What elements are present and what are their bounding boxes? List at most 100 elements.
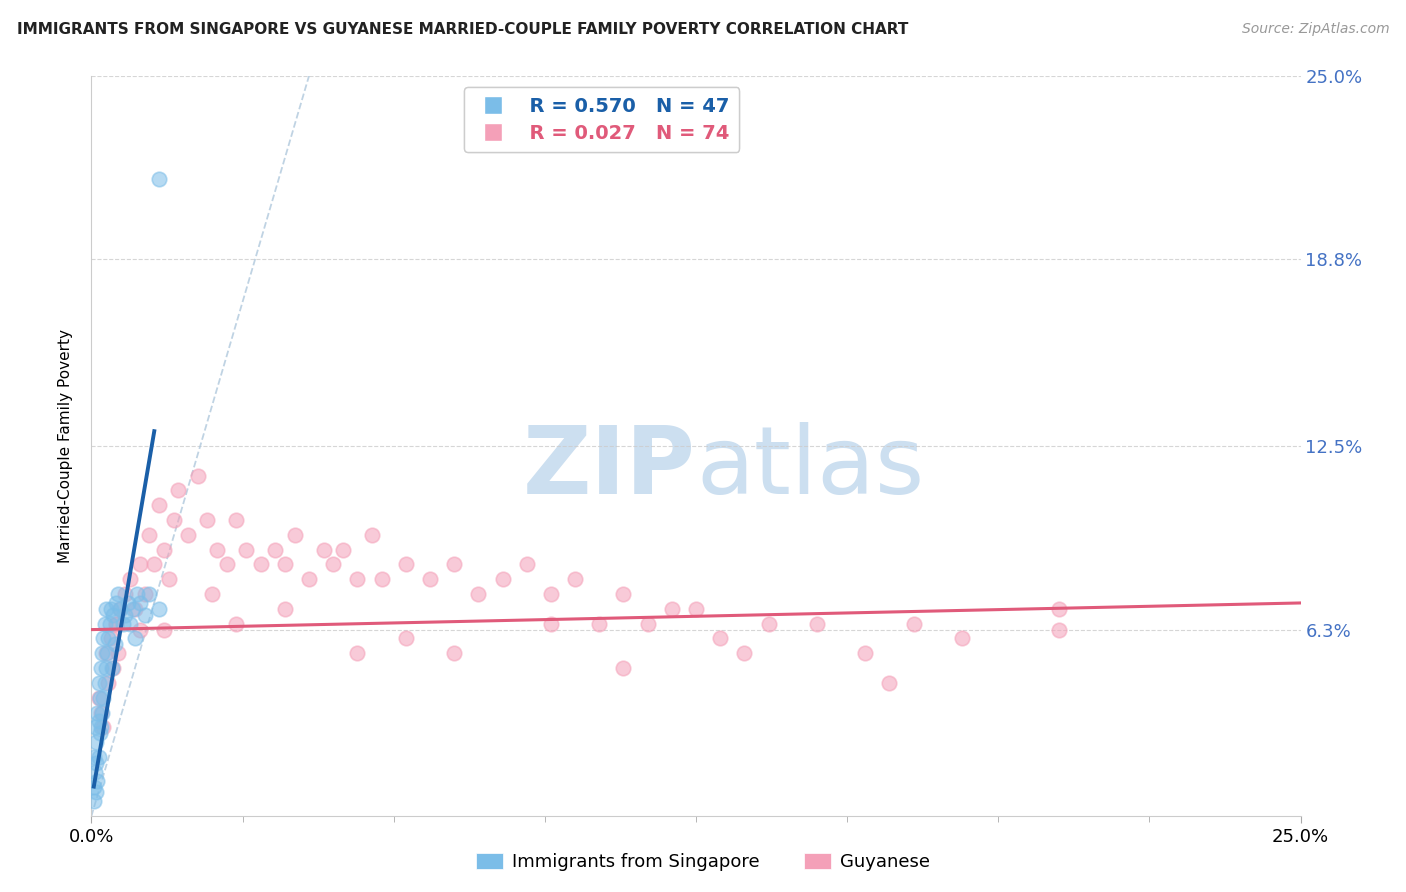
Point	[117, 596, 139, 610]
Point	[177, 528, 200, 542]
Legend: Immigrants from Singapore, Guyanese: Immigrants from Singapore, Guyanese	[468, 846, 938, 879]
Point	[111, 616, 134, 631]
Point	[516, 558, 538, 572]
Point	[201, 587, 224, 601]
Point	[143, 558, 166, 572]
Point	[419, 572, 441, 586]
Point	[138, 587, 160, 601]
Point	[86, 706, 108, 720]
Point	[101, 661, 124, 675]
Point	[443, 646, 465, 660]
Point	[107, 587, 129, 601]
Point	[274, 558, 297, 572]
Point	[370, 572, 392, 586]
Point	[361, 528, 384, 542]
Point	[84, 764, 107, 779]
Point	[104, 637, 127, 651]
Point	[84, 756, 107, 770]
Point	[93, 690, 115, 705]
Point	[249, 558, 271, 572]
Point	[467, 587, 489, 601]
Point	[637, 616, 659, 631]
Point	[94, 661, 117, 675]
Point	[205, 542, 228, 557]
Point	[120, 572, 142, 586]
Point	[90, 706, 112, 720]
Point	[167, 483, 190, 498]
Point	[83, 780, 105, 794]
Point	[395, 632, 418, 646]
Point	[94, 616, 117, 631]
Point	[110, 602, 132, 616]
Point	[283, 528, 305, 542]
Point	[612, 661, 634, 675]
Point	[89, 690, 111, 705]
Point	[91, 646, 114, 660]
Point	[83, 794, 105, 808]
Point	[806, 616, 828, 631]
Point	[661, 602, 683, 616]
Point	[540, 616, 562, 631]
Point	[114, 607, 136, 622]
Point	[100, 602, 122, 616]
Point	[612, 587, 634, 601]
Point	[134, 587, 156, 601]
Point	[153, 542, 176, 557]
Point	[87, 676, 110, 690]
Point	[120, 616, 142, 631]
Point	[853, 646, 876, 660]
Point	[235, 542, 257, 557]
Point	[134, 607, 156, 622]
Point	[274, 602, 297, 616]
Point	[346, 572, 368, 586]
Point	[685, 602, 707, 616]
Point	[91, 706, 114, 720]
Point	[298, 572, 321, 586]
Point	[110, 602, 132, 616]
Point	[100, 632, 122, 646]
Point	[124, 632, 146, 646]
Point	[127, 587, 149, 601]
Point	[197, 513, 219, 527]
Point	[148, 172, 170, 186]
Point	[94, 602, 117, 616]
Point	[90, 720, 112, 734]
Text: Source: ZipAtlas.com: Source: ZipAtlas.com	[1241, 22, 1389, 37]
Point	[148, 602, 170, 616]
Point	[950, 632, 973, 646]
Point	[491, 572, 513, 586]
Point	[104, 616, 127, 631]
Point	[107, 646, 129, 660]
Point	[443, 558, 465, 572]
Point	[157, 572, 180, 586]
Point	[104, 596, 127, 610]
Point	[84, 720, 107, 734]
Text: ZIP: ZIP	[523, 422, 696, 514]
Point	[114, 587, 136, 601]
Point	[709, 632, 731, 646]
Point	[101, 607, 124, 622]
Point	[540, 587, 562, 601]
Point	[93, 632, 115, 646]
Point	[346, 646, 368, 660]
Text: atlas: atlas	[696, 422, 924, 514]
Point	[148, 498, 170, 512]
Point	[128, 596, 150, 610]
Point	[121, 602, 143, 616]
Point	[395, 558, 418, 572]
Point	[96, 646, 118, 660]
Point	[187, 468, 209, 483]
Point	[94, 676, 117, 690]
Point	[215, 558, 238, 572]
Point	[138, 528, 160, 542]
Point	[264, 542, 287, 557]
Legend:   R = 0.570   N = 47,   R = 0.027   N = 74: R = 0.570 N = 47, R = 0.027 N = 74	[464, 87, 740, 153]
Point	[588, 616, 610, 631]
Point	[97, 632, 120, 646]
Point	[124, 602, 146, 616]
Point	[93, 720, 115, 734]
Point	[879, 676, 901, 690]
Point	[90, 661, 112, 675]
Text: IMMIGRANTS FROM SINGAPORE VS GUYANESE MARRIED-COUPLE FAMILY POVERTY CORRELATION : IMMIGRANTS FROM SINGAPORE VS GUYANESE MA…	[17, 22, 908, 37]
Point	[322, 558, 344, 572]
